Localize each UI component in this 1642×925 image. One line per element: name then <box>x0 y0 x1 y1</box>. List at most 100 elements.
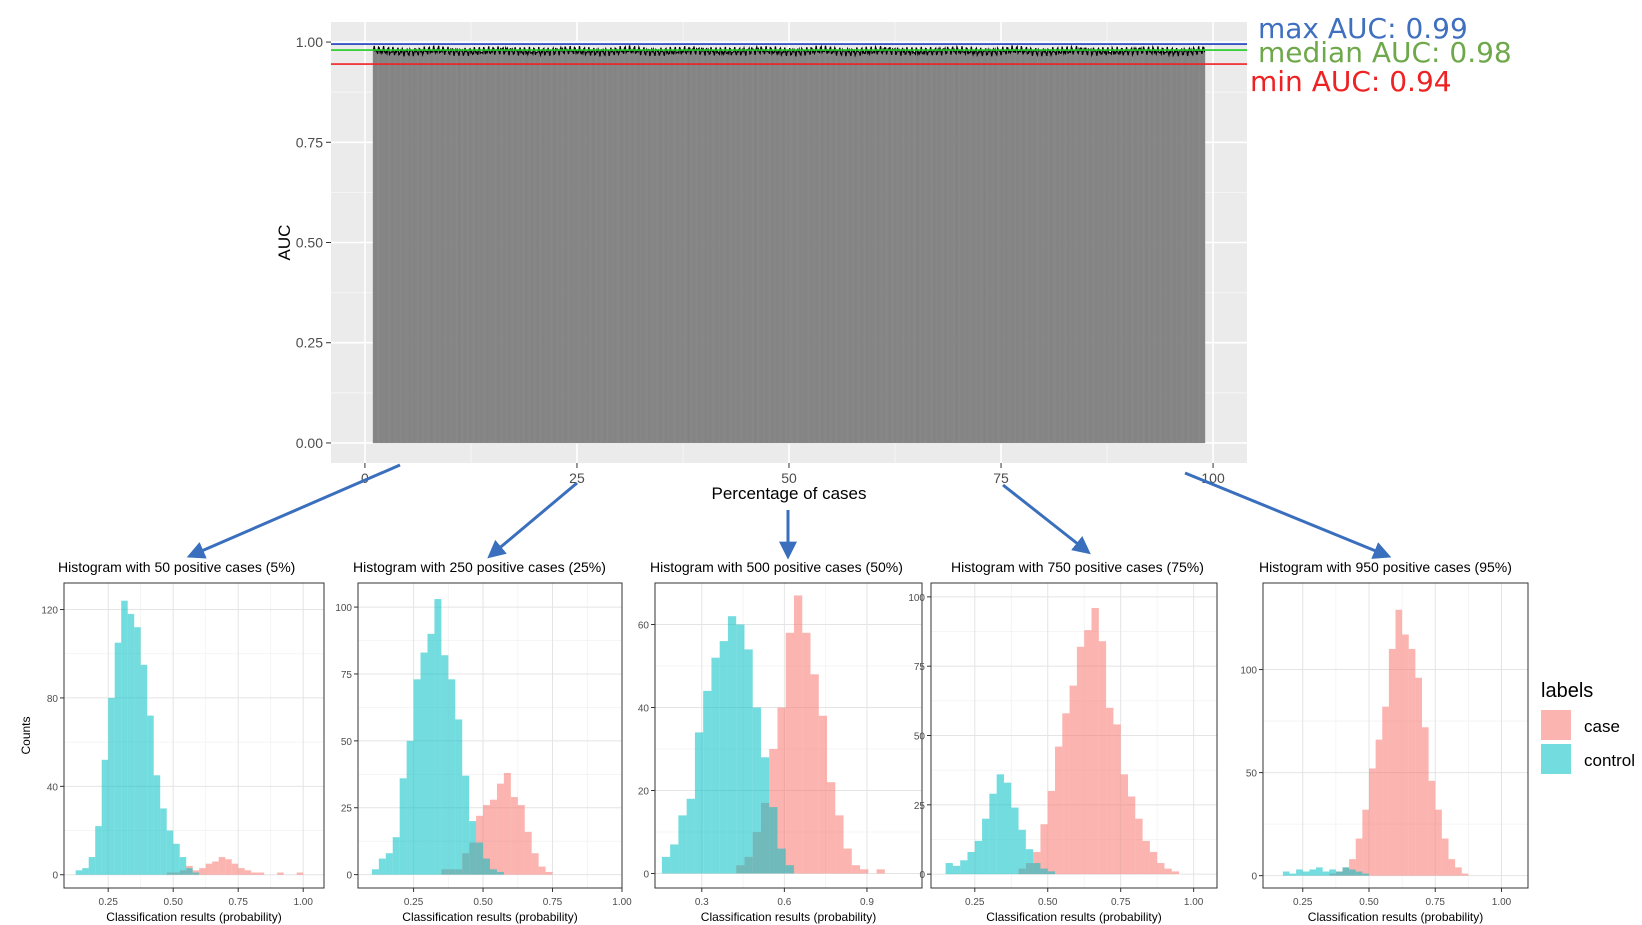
histogram-x-tick-label: 0.75 <box>228 897 248 908</box>
histogram-bar-control <box>160 808 167 875</box>
histogram-x-tick-label: 0.25 <box>404 897 424 908</box>
histogram-bar-case <box>238 868 245 875</box>
histogram-bar-case <box>1047 790 1056 875</box>
histogram-y-tick-label: 0 <box>346 871 352 882</box>
histogram-bar-control <box>1329 869 1336 876</box>
histogram-x-tick-label: 0.9 <box>860 897 874 908</box>
histogram-bar-control <box>385 853 393 875</box>
histogram-bar-case <box>1157 863 1165 875</box>
histogram-bar-control <box>1355 871 1363 876</box>
histogram-bar-control <box>760 757 770 874</box>
histogram-bar-control <box>114 642 122 875</box>
histogram-panel-border <box>63 582 325 889</box>
min-auc-label: min AUC: 0.94 <box>1250 65 1452 98</box>
histogram-x-tick-label: 0.75 <box>1111 897 1131 908</box>
auc-y-tick-label: 0.75 <box>296 134 323 150</box>
histogram-bar-control <box>1362 873 1369 876</box>
histogram-bar-case <box>296 872 304 875</box>
histogram-bar-case <box>1120 774 1128 875</box>
histogram-x-axis-title: Classification results (probability) <box>402 910 577 924</box>
histogram-bar-case <box>490 799 497 875</box>
histogram-bar-control <box>752 707 761 874</box>
histogram-bar-control <box>744 649 753 874</box>
histogram-bar-case <box>802 632 811 874</box>
histogram-bar-control <box>1349 869 1356 876</box>
histogram-panel-1: 0 40 80 120 0.25 0.50 0.75 1.00 Histogram with 5… <box>19 559 325 924</box>
histogram-bar-control <box>490 869 497 875</box>
auc-x-tick-label: 25 <box>569 470 585 486</box>
histogram-bar-control <box>448 679 456 875</box>
histogram-bar-control <box>967 851 975 875</box>
histogram-y-tick-label: 120 <box>41 606 58 617</box>
histogram-bar-case <box>1135 818 1143 875</box>
histogram-y-tick-label: 75 <box>914 662 926 673</box>
histogram-bar-control <box>140 664 148 875</box>
histogram-bar-case <box>531 853 539 875</box>
histogram-bar-case <box>199 868 206 875</box>
histogram-bar-case <box>777 707 786 874</box>
histogram-x-tick-label: 0.25 <box>1293 897 1313 908</box>
histogram-bar-case <box>835 815 844 874</box>
histogram-bar-control <box>101 759 109 875</box>
histogram-bar-case <box>510 797 518 875</box>
histogram-x-tick-label: 1.00 <box>1184 897 1204 908</box>
histogram-bar-control <box>127 613 135 875</box>
histogram-panel-4: 0 25 50 75 100 0.25 0.50 0.75 1.00 Histogram with… <box>908 559 1218 924</box>
histogram-bar-control <box>1316 867 1323 876</box>
histogram-panel-border <box>654 582 923 889</box>
histogram-y-tick-label: 25 <box>914 801 926 812</box>
histogram-bar-case <box>1098 641 1107 875</box>
histogram-bar-control <box>945 863 953 875</box>
histogram-title: Histogram with 750 positive cases (75%) <box>951 559 1204 575</box>
histogram-y-tick-label: 100 <box>335 603 352 614</box>
histogram-y-tick-label: 0 <box>643 869 649 880</box>
histogram-bar-control <box>785 865 795 874</box>
histogram-bar-control <box>686 798 695 874</box>
callout-arrow-0 <box>186 463 401 559</box>
histogram-bar-control <box>1296 869 1303 876</box>
callout-arrow-1 <box>487 481 578 559</box>
histogram-bar-control <box>719 641 728 874</box>
histogram-bar-case <box>1127 796 1136 875</box>
histogram-bar-control <box>711 657 720 874</box>
histogram-bar-control <box>1018 829 1026 875</box>
callout-arrow-4 <box>1184 471 1392 559</box>
histogram-bar-case <box>1349 859 1356 876</box>
histogram-y-tick-label: 40 <box>47 782 59 793</box>
histogram-y-tick-label: 50 <box>1246 769 1258 780</box>
histogram-bar-case <box>1362 809 1369 876</box>
histogram-bar-control <box>1309 869 1316 876</box>
histogram-bar-control <box>455 719 463 875</box>
histogram-bar-control <box>769 807 778 874</box>
histogram-bar-control <box>134 627 141 875</box>
legend-title: labels <box>1541 680 1593 702</box>
legend-label-control: control <box>1584 751 1635 770</box>
histogram-x-tick-label: 1.00 <box>612 897 632 908</box>
histogram-x-tick-label: 0.50 <box>473 897 493 908</box>
callout-arrows <box>186 463 1392 560</box>
histogram-title: Histogram with 50 positive cases (5%) <box>58 559 295 575</box>
histogram-bar-control <box>75 870 83 875</box>
histogram-bar-control <box>1289 873 1297 876</box>
histogram-bar-case <box>1428 780 1436 876</box>
histogram-bar-case <box>1113 724 1121 875</box>
histogram-bar-case <box>1455 867 1462 876</box>
histogram-bar-case <box>1069 685 1077 875</box>
histogram-bar-case <box>851 865 861 874</box>
histogram-bar-case <box>1395 609 1403 876</box>
histogram-bar-case <box>225 859 232 875</box>
histogram-x-tick-label: 0.25 <box>98 897 118 908</box>
histogram-y-axis-title: Counts <box>19 716 33 754</box>
histogram-bar-case <box>1441 838 1449 876</box>
histogram-bar-control <box>95 826 102 875</box>
histogram-x-axis-title: Classification results (probability) <box>106 910 281 924</box>
histogram-bar-control <box>406 740 414 875</box>
histogram-panel-border <box>1262 582 1529 889</box>
histogram-bar-case <box>538 866 546 875</box>
histogram-x-axis-title: Classification results (probability) <box>701 910 876 924</box>
histogram-bar-control <box>483 858 490 875</box>
histogram-bar-control <box>441 655 449 875</box>
histogram-bar-control <box>1040 868 1048 875</box>
histogram-x-tick-label: 1.00 <box>293 897 313 908</box>
